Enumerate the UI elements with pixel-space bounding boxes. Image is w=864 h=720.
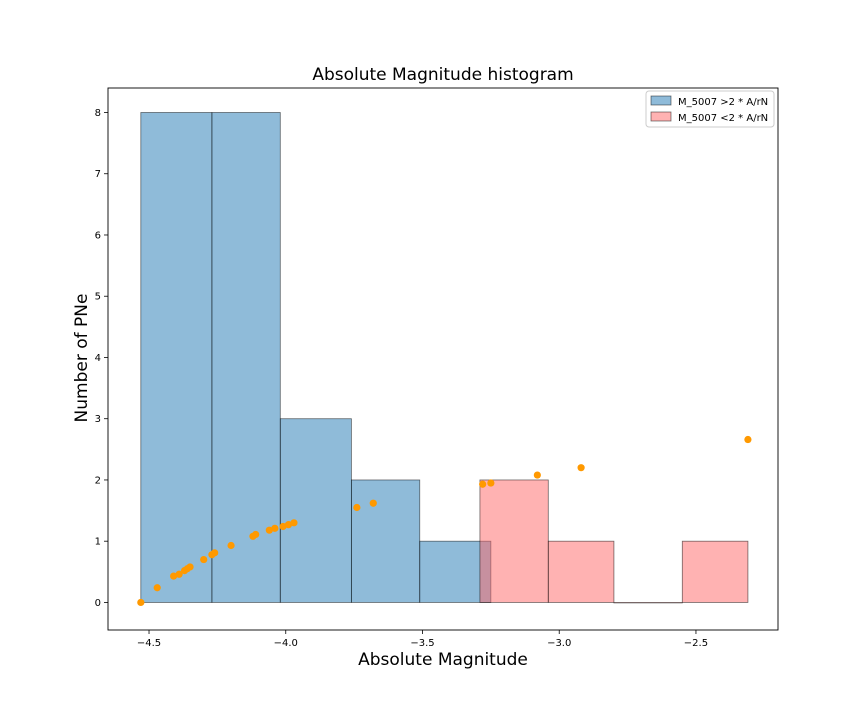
scatter-point [153, 584, 161, 592]
x-axis-label: Absolute Magnitude [358, 650, 528, 670]
scatter-point [353, 503, 361, 512]
scatter-point [744, 435, 752, 444]
histogram-bar-overlay [420, 541, 491, 602]
histogram-bar [140, 112, 213, 603]
histogram-bar [547, 540, 615, 603]
y-tick-label: 5 [95, 292, 101, 303]
legend-label: M_5007 <2 * A/rN [678, 113, 768, 124]
scatter-point [200, 555, 208, 564]
scatter-point [284, 521, 293, 529]
legend: M_5007 >2 * A/rN M_5007 <2 * A/rN [645, 90, 775, 128]
x-tick-label: −4.5 [137, 638, 161, 649]
histogram-bar-overlay [351, 480, 419, 602]
y-axis: 0 1 2 3 4 5 6 7 8 [95, 108, 108, 609]
y-tick-label: 1 [95, 537, 101, 548]
x-tick-label: −3.5 [410, 638, 434, 649]
histogram-bar-overlay [280, 419, 351, 603]
y-tick-label: 7 [95, 169, 101, 180]
histogram-bar [350, 479, 421, 603]
histogram-bar [681, 540, 749, 603]
plot-area [107, 87, 779, 631]
y-tick-label: 2 [95, 475, 101, 486]
scatter-point [175, 570, 183, 578]
axes-frame [107, 87, 779, 631]
y-tick-label: 8 [95, 108, 101, 119]
y-axis-label: Number of PNe [72, 294, 92, 423]
histogram-bar [479, 479, 549, 603]
y-tick-label: 3 [95, 414, 101, 425]
chart-title: Absolute Magnitude histogram [312, 65, 573, 85]
histogram-bar [613, 602, 683, 604]
scatter-point [533, 471, 541, 479]
y-tick-label: 0 [95, 598, 101, 609]
histogram-bar-overlay [141, 112, 212, 602]
scatter-point [290, 519, 298, 527]
histogram-bar [211, 112, 281, 603]
scatter-point [577, 464, 585, 472]
histogram-bar-overlay [212, 112, 280, 602]
x-tick-label: −2.5 [684, 638, 708, 649]
scatter-point [479, 480, 487, 488]
histogram-bar [419, 540, 492, 603]
legend-label: M_5007 >2 * A/rN [678, 97, 768, 108]
scatter-point [227, 541, 235, 550]
legend-box [645, 90, 775, 128]
legend-swatch [650, 111, 672, 122]
scatter-point [186, 563, 194, 571]
scatter-point [252, 530, 260, 539]
y-tick-label: 6 [95, 230, 101, 241]
scatter-point [279, 522, 287, 531]
x-tick-label: −4.0 [274, 638, 298, 649]
y-tick-label: 4 [95, 353, 101, 364]
x-tick-label: −3.0 [547, 638, 571, 649]
scatter-point [265, 526, 273, 534]
scatter-point [369, 499, 377, 507]
scatter-point [170, 572, 178, 580]
legend-swatch [650, 95, 672, 106]
scatter-point [487, 479, 495, 487]
scatter-point [137, 598, 145, 607]
scatter-point [211, 549, 219, 557]
histogram-bar [279, 418, 352, 603]
x-axis: −4.5 −4.0 −3.5 −3.0 −2.5 [137, 630, 708, 649]
scatter-point [271, 524, 279, 532]
